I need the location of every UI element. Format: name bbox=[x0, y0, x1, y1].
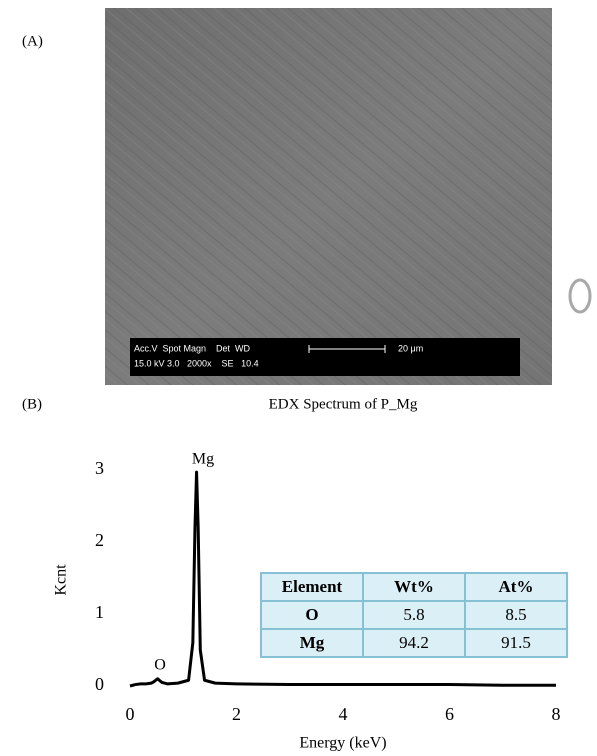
y-axis-label: Kcnt bbox=[53, 564, 70, 596]
x-tick-label: 8 bbox=[552, 704, 561, 724]
table-cell: Mg bbox=[261, 629, 363, 657]
y-tick-label: 2 bbox=[95, 530, 104, 550]
chart-title: EDX Spectrum of P_Mg bbox=[269, 396, 418, 412]
peak-label: Mg bbox=[192, 451, 214, 468]
sem-info: Acc.V Spot Magn Det WD bbox=[134, 343, 251, 353]
x-tick-label: 0 bbox=[126, 704, 135, 724]
table-cell: At% bbox=[465, 573, 567, 601]
table-cell: 91.5 bbox=[465, 629, 567, 657]
x-axis-label: Energy (keV) bbox=[299, 735, 386, 752]
table-cell: 8.5 bbox=[465, 601, 567, 629]
table-cell: 5.8 bbox=[363, 601, 465, 629]
y-tick-label: 0 bbox=[95, 674, 104, 694]
y-tick-label: 3 bbox=[95, 458, 104, 478]
x-tick-label: 4 bbox=[339, 704, 348, 724]
sem-texture bbox=[105, 8, 552, 385]
table-cell: Element bbox=[261, 573, 363, 601]
page: {"panel_a": "(A)", "panel_b": "(B)", "se… bbox=[0, 0, 597, 756]
x-tick-label: 2 bbox=[232, 704, 241, 724]
panel-label: (A) bbox=[22, 33, 43, 49]
sem-feature bbox=[570, 280, 590, 312]
table-cell: 94.2 bbox=[363, 629, 465, 657]
scale-label: 20 μm bbox=[398, 343, 423, 353]
x-tick-label: 6 bbox=[445, 704, 454, 724]
panel-label: (B) bbox=[22, 396, 42, 412]
table-cell: O bbox=[261, 601, 363, 629]
peak-label: O bbox=[154, 657, 166, 674]
y-tick-label: 1 bbox=[95, 602, 104, 622]
sem-info: 15.0 kV 3.0 2000x SE 10.4 bbox=[134, 358, 259, 368]
table-cell: Wt% bbox=[363, 573, 465, 601]
